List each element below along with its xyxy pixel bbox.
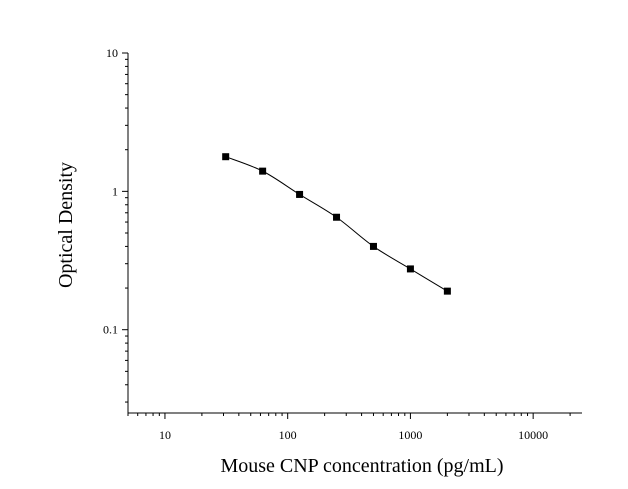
data-points (222, 153, 451, 295)
x-tick-label: 10000 (518, 428, 548, 442)
x-tick-label: 10 (159, 428, 171, 442)
data-point (406, 265, 414, 273)
data-point (369, 242, 377, 250)
x-tick-label: 1000 (398, 428, 422, 442)
x-axis-title: Mouse CNP concentration (pg/mL) (220, 455, 503, 477)
y-tick-label: 1 (112, 184, 118, 198)
data-point (333, 213, 341, 221)
data-point (443, 287, 451, 295)
x-tick-label: 100 (279, 428, 297, 442)
fit-curve (225, 156, 448, 292)
y-axis-title: Optical Density (55, 162, 77, 288)
fit-curve-layer (225, 156, 448, 292)
y-tick-label: 10 (106, 46, 118, 60)
y-tick-label: 0.1 (103, 323, 118, 337)
data-point (222, 153, 230, 161)
data-point (259, 167, 267, 175)
axes: 10 100 1000 10000 0.1 1 10 (103, 46, 582, 442)
data-point (296, 190, 304, 198)
